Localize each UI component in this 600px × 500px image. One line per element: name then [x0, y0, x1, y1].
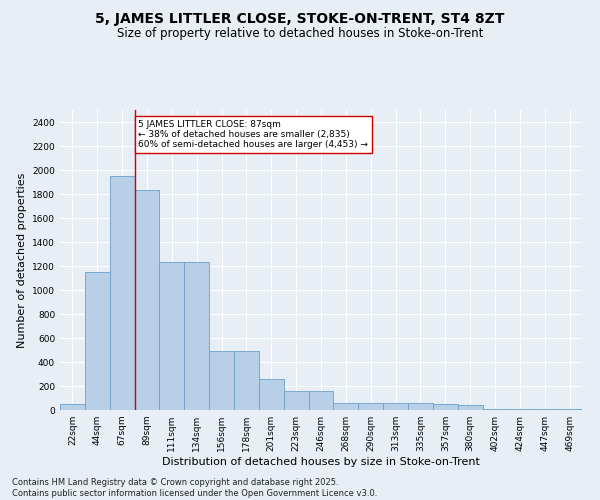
Text: 5, JAMES LITTLER CLOSE, STOKE-ON-TRENT, ST4 8ZT: 5, JAMES LITTLER CLOSE, STOKE-ON-TRENT, … — [95, 12, 505, 26]
Y-axis label: Number of detached properties: Number of detached properties — [17, 172, 26, 348]
Bar — [60, 404, 85, 410]
Bar — [134, 190, 160, 410]
Bar — [259, 379, 284, 410]
Bar — [358, 403, 383, 410]
Text: Contains HM Land Registry data © Crown copyright and database right 2025.
Contai: Contains HM Land Registry data © Crown c… — [12, 478, 377, 498]
Bar — [458, 405, 482, 410]
X-axis label: Distribution of detached houses by size in Stoke-on-Trent: Distribution of detached houses by size … — [162, 457, 480, 467]
Bar — [408, 404, 433, 410]
Text: 5 JAMES LITTLER CLOSE: 87sqm
← 38% of detached houses are smaller (2,835)
60% of: 5 JAMES LITTLER CLOSE: 87sqm ← 38% of de… — [139, 120, 368, 150]
Bar — [160, 262, 184, 410]
Bar — [482, 409, 508, 410]
Bar — [184, 262, 209, 410]
Bar — [284, 391, 308, 410]
Text: Size of property relative to detached houses in Stoke-on-Trent: Size of property relative to detached ho… — [117, 28, 483, 40]
Bar — [308, 391, 334, 410]
Bar — [433, 404, 458, 410]
Bar — [334, 403, 358, 410]
Bar — [110, 176, 134, 410]
Bar — [383, 404, 408, 410]
Bar — [85, 272, 110, 410]
Bar — [209, 351, 234, 410]
Bar — [234, 351, 259, 410]
